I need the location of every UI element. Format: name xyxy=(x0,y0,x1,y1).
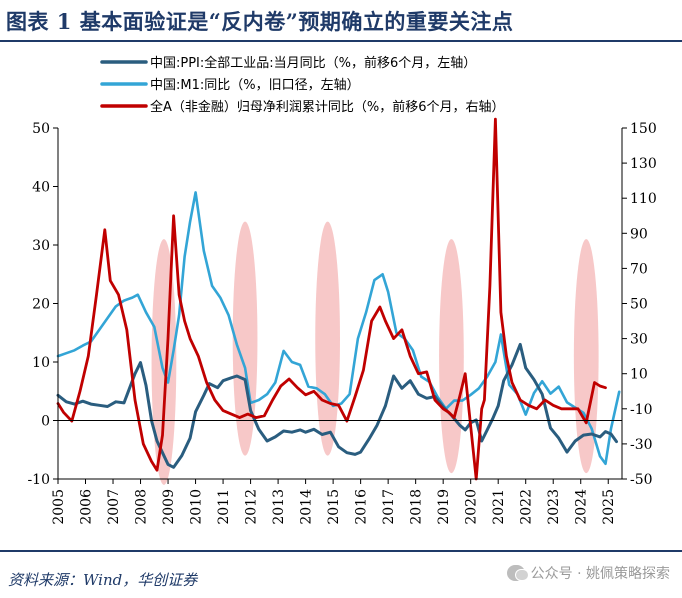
x-tick-label: 2009 xyxy=(161,489,177,525)
x-tick-label: 2006 xyxy=(79,489,95,525)
x-tick-label: 2023 xyxy=(546,489,562,525)
series-line-1 xyxy=(56,342,618,469)
left-tick-label: 0 xyxy=(41,414,50,430)
right-tick-label: 110 xyxy=(630,191,657,207)
x-tick-label: 2010 xyxy=(189,489,205,525)
highlight-band-3 xyxy=(315,221,340,456)
right-tick-label: 90 xyxy=(630,226,648,242)
x-tick-label: 2018 xyxy=(409,489,425,525)
x-tick-label: 2022 xyxy=(519,489,535,525)
right-tick-label: 10 xyxy=(630,367,648,383)
right-tick-label: 130 xyxy=(630,156,657,172)
x-tick-label: 2021 xyxy=(491,489,507,525)
series-line-3 xyxy=(56,117,607,481)
x-tick-label: 2015 xyxy=(326,489,342,525)
x-tick-label: 2014 xyxy=(299,489,315,525)
right-tick-label: 50 xyxy=(630,297,648,313)
right-tick-label: -30 xyxy=(630,437,653,453)
x-tick-label: 2008 xyxy=(134,489,150,525)
series-lines xyxy=(56,117,621,481)
x-tick-label: 2025 xyxy=(601,489,617,525)
right-tick-label: 30 xyxy=(630,332,648,348)
x-tick-label: 2013 xyxy=(271,489,287,525)
x-tick-label: 2019 xyxy=(436,489,452,525)
right-tick-label: 70 xyxy=(630,261,648,277)
axes: -10 0 10 20 30 40 50 -50 -30 -10 10 30 50 70 90 110 130 1… xyxy=(27,121,656,525)
legend-label-2: 中国:M1:同比（%，旧口径，左轴） xyxy=(150,78,360,93)
left-tick-label: -10 xyxy=(27,472,50,488)
right-tick-label: 150 xyxy=(630,121,657,137)
source-note: 资料来源：Wind，华创证券 xyxy=(8,571,198,589)
figure-title: 图表 1 基本面验证是“反内卷”预期确立的重要关注点 xyxy=(6,9,514,34)
x-tick-label: 2020 xyxy=(464,489,480,525)
x-tick-label: 2011 xyxy=(216,489,232,525)
left-tick-label: 50 xyxy=(32,121,50,137)
legend-label-3: 全A（非金融）归母净利润累计同比（%，前移6个月，右轴） xyxy=(150,99,505,115)
wechat-icon xyxy=(506,565,529,581)
x-tick-label: 2007 xyxy=(106,489,122,525)
highlight-band-2 xyxy=(232,221,258,456)
series-line-2 xyxy=(56,191,621,466)
left-tick-label: 30 xyxy=(32,238,50,254)
left-tick-label: 40 xyxy=(32,180,50,196)
x-tick-label: 2012 xyxy=(244,489,260,525)
x-tick-label: 2016 xyxy=(354,489,370,525)
line-chart: -10 0 10 20 30 40 50 -50 -30 -10 10 30 50 70 90 110 130 1… xyxy=(27,55,656,525)
watermark-text: 公众号 · 姚佩策略探索 xyxy=(530,566,670,582)
legend: 中国:PPI:全部工业品:当月同比（%，前移6个月，左轴） 中国:M1:同比（%，… xyxy=(100,55,505,115)
left-tick-label: 10 xyxy=(32,355,50,371)
x-tick-label: 2017 xyxy=(381,489,397,525)
x-tick-label: 2005 xyxy=(51,489,67,525)
highlight-bands xyxy=(151,221,599,485)
legend-label-1: 中国:PPI:全部工业品:当月同比（%，前移6个月，左轴） xyxy=(150,55,476,71)
title-divider xyxy=(0,40,682,42)
watermark: 公众号 · 姚佩策略探索 xyxy=(506,563,670,583)
left-tick-label: 20 xyxy=(32,297,50,313)
footer-divider xyxy=(0,550,682,552)
highlight-band-4 xyxy=(439,239,464,474)
right-tick-label: -50 xyxy=(630,472,653,488)
x-tick-label: 2024 xyxy=(574,489,590,525)
right-tick-label: -10 xyxy=(630,402,653,418)
